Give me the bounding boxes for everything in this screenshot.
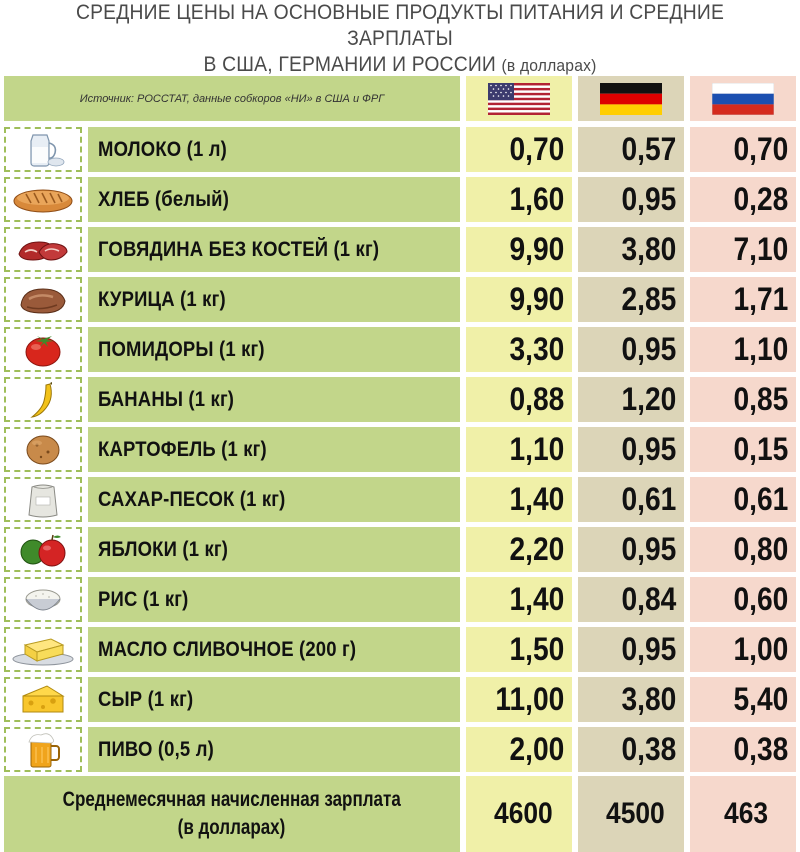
- price-russia: 5,40: [690, 677, 796, 722]
- russia-column-header: [690, 76, 796, 121]
- bread-icon: [13, 189, 73, 212]
- product-name: МАСЛО СЛИВОЧНОЕ (200 г): [88, 627, 460, 672]
- salary-usa: 4600: [466, 776, 572, 852]
- price-usa: 1,40: [466, 477, 572, 522]
- table-row: ПИВО (0,5 л) 2,00 0,38 0,38: [0, 727, 800, 772]
- product-name: БАНАНЫ (1 кг): [88, 377, 460, 422]
- title-countries: В США, ГЕРМАНИИ И РОССИИ: [203, 53, 496, 76]
- source-note: Источник: РОССТАТ, данные собкоров «НИ» …: [4, 76, 460, 121]
- table-row: ЯБЛОКИ (1 кг) 2,20 0,95 0,80: [0, 527, 800, 572]
- sugar-bag-icon: [28, 484, 58, 517]
- product-name: ЯБЛОКИ (1 кг): [88, 527, 460, 572]
- product-name: СЫР (1 кг): [88, 677, 460, 722]
- product-name: ПОМИДОРЫ (1 кг): [88, 327, 460, 372]
- price-usa: 1,10: [466, 427, 572, 472]
- price-usa: 0,70: [466, 127, 572, 172]
- price-russia: 0,28: [690, 177, 796, 222]
- table-row: КАРТОФЕЛЬ (1 кг) 1,10 0,95 0,15: [0, 427, 800, 472]
- product-name: САХАР-ПЕСОК (1 кг): [88, 477, 460, 522]
- table-row: БАНАНЫ (1 кг) 0,88 1,20 0,85: [0, 377, 800, 422]
- title-line-2: В США, ГЕРМАНИИ И РОССИИ (в долларах): [32, 52, 768, 79]
- salary-germany: 4500: [578, 776, 684, 852]
- tomato-icon: [25, 335, 61, 366]
- price-germany: 0,95: [578, 177, 684, 222]
- usa-flag-icon: [488, 82, 550, 115]
- salary-label-line-2: (в долларах): [178, 816, 286, 839]
- cheese-icon: [22, 684, 65, 712]
- table-row: РИС (1 кг) 1,40 0,84 0,60: [0, 577, 800, 622]
- price-usa: 2,20: [466, 527, 572, 572]
- price-germany: 2,85: [578, 277, 684, 322]
- price-russia: 0,61: [690, 477, 796, 522]
- price-russia: 0,38: [690, 727, 796, 772]
- apple-icon: [20, 534, 66, 566]
- rice-bowl-icon: [25, 589, 61, 610]
- price-table: Источник: РОССТАТ, данные собкоров «НИ» …: [0, 76, 800, 852]
- price-usa: 3,30: [466, 327, 572, 372]
- russia-flag-icon: [712, 82, 774, 115]
- price-usa: 11,00: [466, 677, 572, 722]
- price-germany: 0,95: [578, 627, 684, 672]
- potato-icon: [26, 435, 60, 464]
- price-russia: 0,80: [690, 527, 796, 572]
- butter-icon: [12, 637, 74, 665]
- table-row: КУРИЦА (1 кг) 9,90 2,85 1,71: [0, 277, 800, 322]
- title-currency-note: (в долларах): [501, 56, 597, 75]
- product-name: КУРИЦА (1 кг): [88, 277, 460, 322]
- price-germany: 0,95: [578, 327, 684, 372]
- product-name: РИС (1 кг): [88, 577, 460, 622]
- price-usa: 9,90: [466, 277, 572, 322]
- price-germany: 3,80: [578, 677, 684, 722]
- price-germany: 3,80: [578, 227, 684, 272]
- germany-flag-icon: [600, 82, 662, 115]
- page-title: СРЕДНИЕ ЦЕНЫ НА ОСНОВНЫЕ ПРОДУКТЫ ПИТАНИ…: [32, 0, 768, 79]
- germany-column-header: [578, 76, 684, 121]
- price-usa: 0,88: [466, 377, 572, 422]
- banana-icon: [30, 381, 52, 418]
- salary-row: Среднемесячная начисленная зарплата (в д…: [0, 776, 800, 852]
- price-usa: 1,50: [466, 627, 572, 672]
- price-germany: 0,57: [578, 127, 684, 172]
- price-germany: 0,95: [578, 427, 684, 472]
- price-usa: 2,00: [466, 727, 572, 772]
- price-russia: 1,10: [690, 327, 796, 372]
- price-russia: 0,15: [690, 427, 796, 472]
- price-germany: 0,61: [578, 477, 684, 522]
- price-germany: 0,84: [578, 577, 684, 622]
- title-line-1: СРЕДНИЕ ЦЕНЫ НА ОСНОВНЫЕ ПРОДУКТЫ ПИТАНИ…: [75, 1, 725, 50]
- price-germany: 0,95: [578, 527, 684, 572]
- price-germany: 0,38: [578, 727, 684, 772]
- beer-mug-icon: [28, 732, 60, 767]
- table-row: МАСЛО СЛИВОЧНОЕ (200 г) 1,50 0,95 1,00: [0, 627, 800, 672]
- beef-icon: [18, 240, 68, 261]
- table-row: ГОВЯДИНА БЕЗ КОСТЕЙ (1 кг) 9,90 3,80 7,1…: [0, 227, 800, 272]
- table-row: МОЛОКО (1 л) 0,70 0,57 0,70: [0, 127, 800, 172]
- price-russia: 0,60: [690, 577, 796, 622]
- product-name: КАРТОФЕЛЬ (1 кг): [88, 427, 460, 472]
- milk-icon: [30, 133, 65, 167]
- product-name: ХЛЕБ (белый): [88, 177, 460, 222]
- salary-label-line-1: Среднемесячная начисленная зарплата: [62, 788, 402, 811]
- price-russia: 0,70: [690, 127, 796, 172]
- table-row: СЫР (1 кг) 11,00 3,80 5,40: [0, 677, 800, 722]
- table-row: ПОМИДОРЫ (1 кг) 3,30 0,95 1,10: [0, 327, 800, 372]
- price-usa: 1,60: [466, 177, 572, 222]
- price-russia: 7,10: [690, 227, 796, 272]
- usa-column-header: [466, 76, 572, 121]
- price-russia: 1,00: [690, 627, 796, 672]
- table-row: ХЛЕБ (белый) 1,60 0,95 0,28: [0, 177, 800, 222]
- price-usa: 9,90: [466, 227, 572, 272]
- salary-russia: 463: [690, 776, 796, 852]
- price-germany: 1,20: [578, 377, 684, 422]
- product-name: ГОВЯДИНА БЕЗ КОСТЕЙ (1 кг): [88, 227, 460, 272]
- product-name: МОЛОКО (1 л): [88, 127, 460, 172]
- salary-label: Среднемесячная начисленная зарплата (в д…: [4, 776, 460, 852]
- price-usa: 1,40: [466, 577, 572, 622]
- table-row: САХАР-ПЕСОК (1 кг) 1,40 0,61 0,61: [0, 477, 800, 522]
- chicken-icon: [20, 287, 66, 314]
- price-russia: 0,85: [690, 377, 796, 422]
- product-name: ПИВО (0,5 л): [88, 727, 460, 772]
- price-russia: 1,71: [690, 277, 796, 322]
